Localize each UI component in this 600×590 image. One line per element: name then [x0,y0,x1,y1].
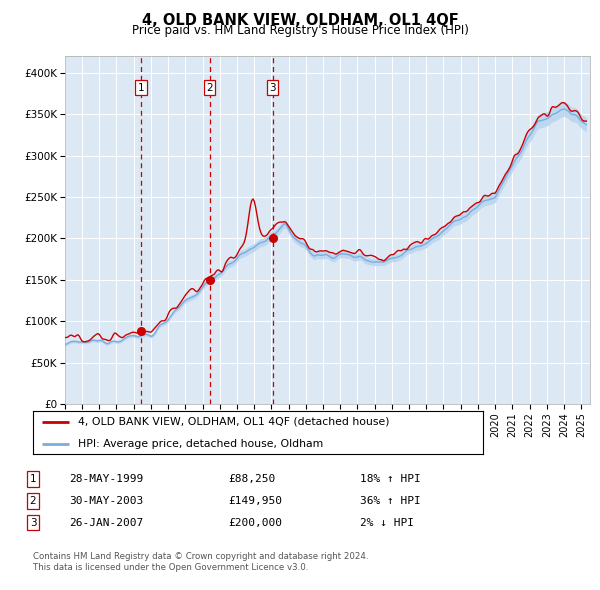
Text: 3: 3 [29,518,37,527]
Text: 26-JAN-2007: 26-JAN-2007 [69,518,143,527]
Text: £149,950: £149,950 [228,496,282,506]
Text: 1: 1 [29,474,37,484]
Text: £200,000: £200,000 [228,518,282,527]
Text: 1: 1 [137,83,144,93]
Text: 2: 2 [206,83,213,93]
Text: Contains HM Land Registry data © Crown copyright and database right 2024.
This d: Contains HM Land Registry data © Crown c… [33,552,368,572]
Text: 30-MAY-2003: 30-MAY-2003 [69,496,143,506]
Text: 4, OLD BANK VIEW, OLDHAM, OL1 4QF: 4, OLD BANK VIEW, OLDHAM, OL1 4QF [142,13,458,28]
Text: £88,250: £88,250 [228,474,275,484]
Text: 3: 3 [269,83,276,93]
Text: 36% ↑ HPI: 36% ↑ HPI [360,496,421,506]
Text: 2: 2 [29,496,37,506]
Text: 18% ↑ HPI: 18% ↑ HPI [360,474,421,484]
Text: 2% ↓ HPI: 2% ↓ HPI [360,518,414,527]
Text: Price paid vs. HM Land Registry's House Price Index (HPI): Price paid vs. HM Land Registry's House … [131,24,469,37]
Text: 4, OLD BANK VIEW, OLDHAM, OL1 4QF (detached house): 4, OLD BANK VIEW, OLDHAM, OL1 4QF (detac… [78,417,389,427]
Text: HPI: Average price, detached house, Oldham: HPI: Average price, detached house, Oldh… [78,438,323,448]
Text: 28-MAY-1999: 28-MAY-1999 [69,474,143,484]
